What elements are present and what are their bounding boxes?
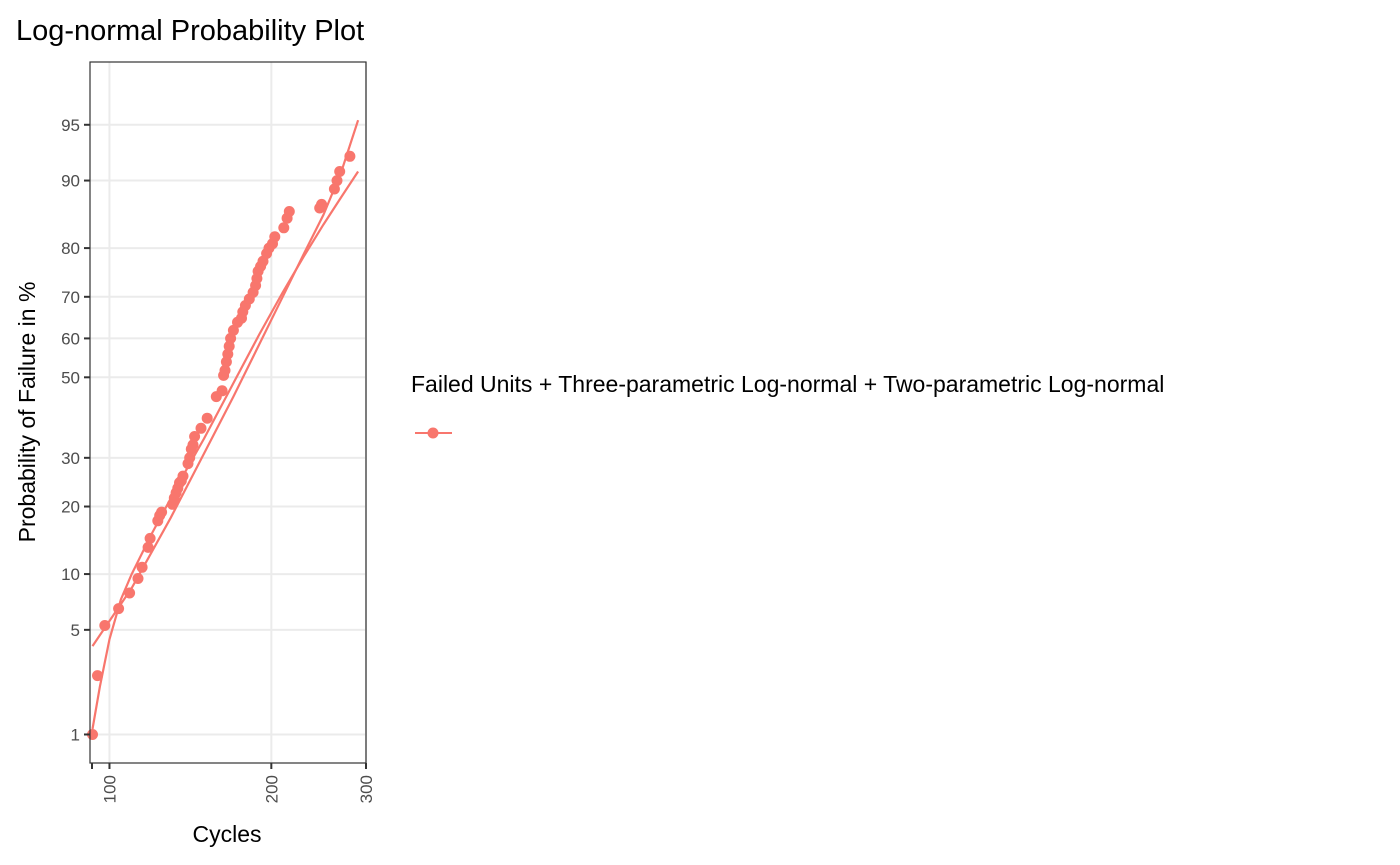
data-point	[136, 561, 148, 573]
x-axis-label: Cycles	[192, 821, 261, 847]
x-tick-label: 100	[100, 775, 119, 803]
y-tick-label: 5	[71, 621, 80, 640]
y-tick-label: 20	[61, 498, 80, 517]
x-tick-label: 300	[357, 775, 376, 803]
chart-title: Log-normal Probability Plot	[16, 15, 364, 47]
data-point	[189, 431, 201, 442]
x-tick-label: 200	[262, 775, 281, 803]
data-point	[184, 452, 196, 464]
y-tick-label: 50	[61, 368, 80, 387]
legend: Failed Units + Three-parametric Log-norm…	[411, 371, 1164, 439]
plot-panel	[89, 61, 367, 764]
data-point	[216, 385, 228, 397]
data-point	[132, 573, 144, 584]
y-tick-label: 70	[61, 288, 80, 307]
data-point	[113, 603, 125, 615]
data-point	[316, 198, 328, 210]
y-tick-label: 95	[61, 116, 80, 135]
fit-line-2	[91, 119, 360, 647]
data-point	[201, 412, 213, 424]
y-tick-label: 30	[61, 449, 80, 468]
data-point	[187, 439, 199, 451]
data-point	[124, 587, 136, 599]
y-tick-label: 60	[61, 329, 80, 348]
data-point	[219, 364, 231, 376]
data-point	[278, 222, 290, 234]
data-point	[328, 183, 340, 195]
data-point	[283, 206, 295, 217]
data-point	[331, 175, 343, 187]
y-axis-label: Probability of Failure in %	[14, 282, 40, 543]
y-axis-ticks: 1 5 10 20 30 50 60 70 80 90 95	[61, 116, 90, 744]
y-tick-label: 90	[61, 172, 80, 191]
y-tick-label: 1	[71, 725, 80, 744]
data-point	[227, 324, 239, 336]
legend-key-point	[427, 427, 439, 439]
data-point	[334, 166, 346, 177]
data-point	[195, 422, 207, 434]
legend-title: Failed Units + Three-parametric Log-norm…	[411, 371, 1164, 397]
data-point	[144, 532, 156, 544]
failed-unit-points	[87, 150, 356, 740]
data-point	[142, 541, 154, 553]
y-tick-label: 80	[61, 239, 80, 258]
data-point	[156, 506, 168, 518]
data-point	[92, 670, 103, 682]
fit-lines	[91, 119, 360, 730]
data-point	[344, 150, 356, 162]
grid-lines	[90, 62, 367, 763]
data-point	[177, 470, 189, 482]
data-point	[99, 620, 111, 631]
data-point	[269, 231, 281, 243]
x-axis-ticks: 100 200 300	[91, 763, 376, 803]
fit-line-1	[91, 170, 360, 730]
y-tick-label: 10	[61, 565, 80, 584]
